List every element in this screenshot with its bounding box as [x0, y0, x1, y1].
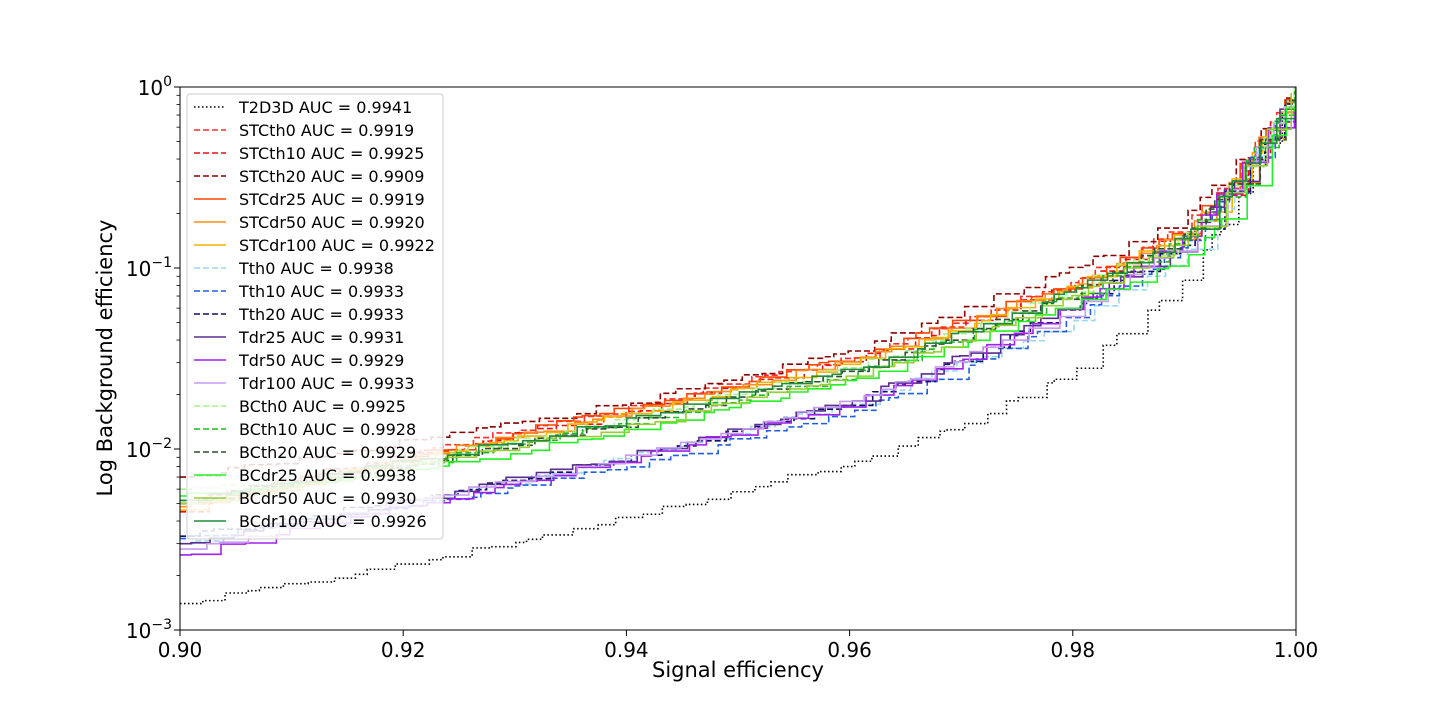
x-tick-label: 1.00: [1274, 638, 1319, 662]
y-axis-title: Log Background efficiency: [93, 220, 117, 497]
x-tick-label: 0.94: [604, 638, 649, 662]
legend-label: BCdr25 AUC = 0.9938: [239, 466, 416, 485]
legend-label: BCth20 AUC = 0.9929: [239, 443, 416, 462]
legend-label: Tdr50 AUC = 0.9929: [238, 351, 404, 370]
legend-label: BCth10 AUC = 0.9928: [239, 420, 416, 439]
legend-label: STCth0 AUC = 0.9919: [239, 121, 414, 140]
legend-label: Tth20 AUC = 0.9933: [238, 305, 404, 324]
y-tick-label: 10−1: [126, 255, 172, 281]
x-tick-label: 0.98: [1051, 638, 1096, 662]
plot-frame: [179, 86, 1297, 631]
x-tick-label: 0.96: [827, 638, 872, 662]
legend-label: BCdr100 AUC = 0.9926: [239, 512, 427, 531]
y-tick-label: 10−2: [126, 436, 172, 462]
x-axis: 0.90 0.92 0.94 0.96 0.98 1.00: [158, 630, 1319, 662]
legend-label: STCth10 AUC = 0.9925: [239, 144, 424, 163]
legend-label: Tth0 AUC = 0.9938: [238, 259, 394, 278]
y-tick-label: 10−3: [126, 617, 172, 643]
series-line-1: [180, 89, 1296, 505]
series-layer: [180, 87, 1296, 605]
y-axis: 10−3 10−2 10−1 100: [126, 74, 180, 643]
legend-label: Tdr100 AUC = 0.9933: [238, 374, 415, 393]
x-tick-label: 0.90: [158, 638, 203, 662]
legend-label: Tth10 AUC = 0.9933: [238, 282, 404, 301]
legend-box: [186, 93, 444, 540]
legend-label: STCdr50 AUC = 0.9920: [239, 213, 425, 232]
x-tick-label: 0.92: [381, 638, 426, 662]
legend-label: T2D3D AUC = 0.9941: [238, 98, 412, 117]
x-axis-title: Signal efficiency: [652, 658, 824, 682]
y-tick-label: 100: [138, 74, 172, 100]
legend-label: BCdr50 AUC = 0.9930: [239, 489, 416, 508]
legend-label: STCdr25 AUC = 0.9919: [239, 190, 425, 209]
legend-label: STCth20 AUC = 0.9909: [239, 167, 424, 186]
legend-label: BCth0 AUC = 0.9925: [239, 397, 406, 416]
series-line-13: [180, 88, 1296, 490]
legend-label: Tdr25 AUC = 0.9931: [238, 328, 404, 347]
legend-label: STCdr100 AUC = 0.9922: [239, 236, 435, 255]
legend: T2D3D AUC = 0.9941 STCth0 AUC = 0.9919 STC…: [186, 93, 444, 540]
